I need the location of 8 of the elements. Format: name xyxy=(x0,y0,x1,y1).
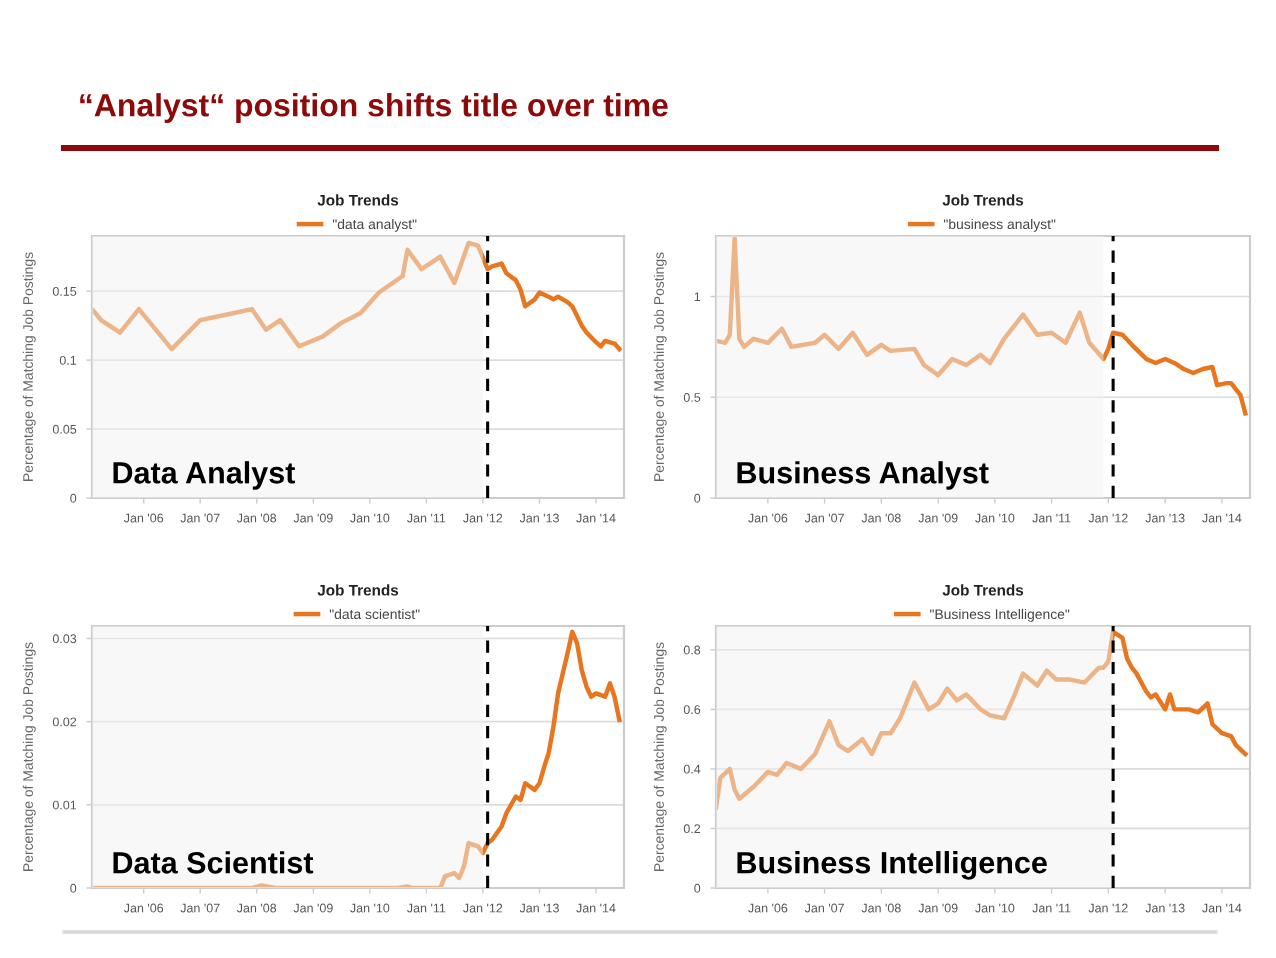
line-series xyxy=(92,240,622,352)
band-label: Business Analyst xyxy=(737,461,989,490)
band-label: Data Scientist xyxy=(113,851,314,874)
line-series xyxy=(92,629,622,888)
text: “Analyst“ position shifts title over time xyxy=(80,93,668,123)
band-label: Data Analyst xyxy=(113,461,296,490)
band-label: Business Intelligence xyxy=(737,851,1047,880)
line-series xyxy=(716,629,1248,810)
